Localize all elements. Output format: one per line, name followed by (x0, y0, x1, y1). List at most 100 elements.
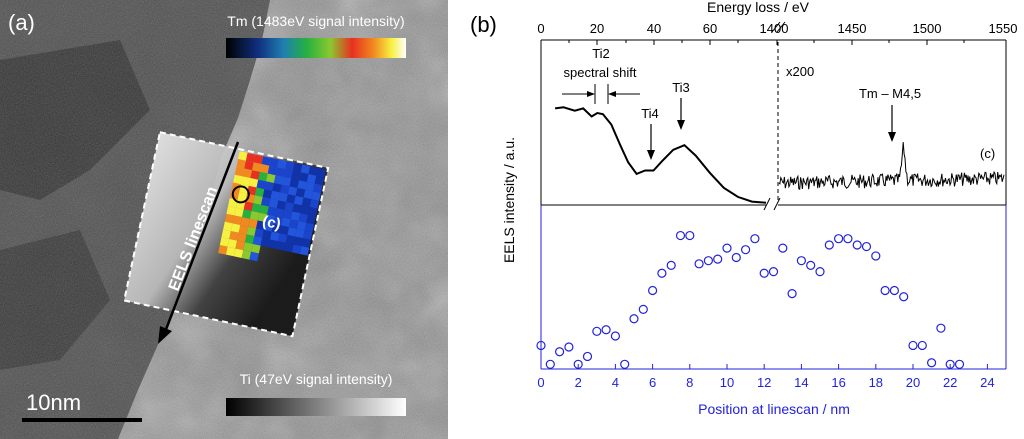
scatter-point (694, 259, 704, 269)
top-tick-marks (540, 40, 965, 45)
tm-map-cell (241, 250, 252, 260)
tm-map-cell (244, 160, 254, 171)
scatter-point (759, 268, 769, 278)
spectral-shift-label: spectral shift (564, 65, 637, 80)
scatter-point (936, 323, 946, 333)
tm-map-cell (289, 219, 299, 229)
tm-map-cell (281, 176, 292, 187)
tm-colorbar (226, 38, 406, 58)
spectrum-c-label: (c) (980, 146, 995, 161)
top-tick-40: 40 (647, 21, 661, 36)
x-tick-label: 8 (686, 375, 693, 390)
scatter-point (620, 359, 630, 369)
tm-map-cell (301, 197, 312, 207)
tm-map-cell (268, 198, 279, 209)
tm-map-cell (275, 208, 285, 218)
scatter-point (852, 240, 862, 250)
tm-map-cell (291, 170, 301, 181)
tm-map-cell (223, 221, 233, 232)
tm-map-cell (289, 178, 300, 189)
tm-map-cell (269, 157, 279, 168)
tm-map-cell (292, 203, 302, 214)
tm-map-cell (256, 220, 266, 230)
scatter-point (815, 267, 825, 277)
top-axis-break-2 (776, 21, 786, 33)
tm-map-cell (262, 189, 273, 199)
tm-map-cell (267, 165, 278, 176)
tm-map-cell (221, 229, 231, 239)
x-tick-label: 10 (720, 375, 734, 390)
tm-map-cell (306, 214, 316, 225)
tm-map-cell (253, 154, 264, 165)
scatter-point (740, 245, 751, 255)
tm-map-cell (273, 175, 284, 185)
tm-map-cell (225, 246, 236, 257)
scatter-point (647, 285, 658, 296)
scatter-point (722, 243, 732, 253)
tm-map-cell (316, 167, 326, 178)
tm-map-cell (252, 162, 262, 172)
tm-map-cell (295, 188, 306, 198)
tm-map-cell (308, 166, 318, 176)
tm-map-cell (296, 220, 307, 231)
tm-map-cell (248, 178, 259, 188)
linescan-map: (c) (122, 131, 330, 338)
tm-map-cell (248, 218, 258, 229)
scatter-point (861, 241, 872, 252)
left-axis-title: EELS intensity / a.u. (501, 137, 517, 263)
linescan-arrowhead (158, 326, 172, 344)
x-tick-label: 24 (980, 375, 994, 390)
x200-label: x200 (786, 64, 814, 79)
tm-map-cell (290, 211, 301, 221)
shift-arrowhead-left (587, 91, 595, 97)
tm-map-cell (273, 215, 283, 226)
tm-map-cell (279, 225, 290, 235)
x-tick-label: 18 (869, 375, 883, 390)
tm-map-cell (275, 167, 286, 177)
scatter-point (889, 285, 900, 296)
scatter-point (536, 340, 546, 351)
tm-map-cell (270, 231, 280, 242)
tm-map-cell (227, 238, 238, 249)
tm-map-cell (243, 242, 253, 252)
panel-b-label: (b) (470, 12, 497, 37)
top-tick-20: 20 (590, 21, 604, 36)
tm-peak-arrowhead (888, 132, 896, 142)
top-tick-1500: 1500 (913, 21, 942, 36)
tm-map-cell (233, 248, 244, 258)
scatter-point (573, 359, 583, 369)
tm-map-cell (261, 197, 271, 207)
tm-map-cell (245, 152, 256, 163)
top-tick-1550: 1550 (989, 21, 1018, 36)
tm-map-cell (233, 174, 243, 185)
tm-map-cell (304, 222, 315, 233)
tm-map-cell (277, 159, 287, 170)
linescan-x-ticks: 0 2 4 6 8 10 12 14 16 18 20 22 24 (537, 364, 995, 390)
tm-map-cell (311, 191, 321, 201)
top-axis-title: Energy loss / eV (707, 0, 810, 15)
scatter-point (824, 240, 834, 250)
top-axis-break-1 (771, 21, 781, 33)
tm-map-cell (287, 186, 298, 196)
tm-map-cell (292, 162, 303, 173)
tm-map-cell (258, 171, 268, 182)
tm-map-cell (281, 217, 291, 228)
tm-map-cell (284, 242, 294, 253)
x-tick-label: 12 (757, 375, 771, 390)
scatter-point (768, 267, 779, 277)
tm-map-cell (297, 180, 307, 190)
scatter-point (638, 304, 648, 314)
tm-map-cell (235, 240, 245, 251)
tm-peak-label: Tm – M4,5 (859, 86, 921, 101)
tm-map-cell (260, 237, 271, 248)
scatter-point (880, 285, 890, 296)
x-tick-label: 22 (943, 375, 957, 390)
scatter-point (629, 314, 639, 324)
tm-map-cell (242, 209, 252, 219)
panel-b-eels: (b) Energy loss / eV 0 20 40 60 1400 145… (470, 0, 1017, 417)
tm-map-cell (262, 229, 272, 240)
x-tick-label: 6 (649, 375, 656, 390)
tm-map-cell (224, 213, 235, 224)
tm-map-cell (259, 204, 269, 215)
panel-a-label: (a) (8, 10, 35, 35)
